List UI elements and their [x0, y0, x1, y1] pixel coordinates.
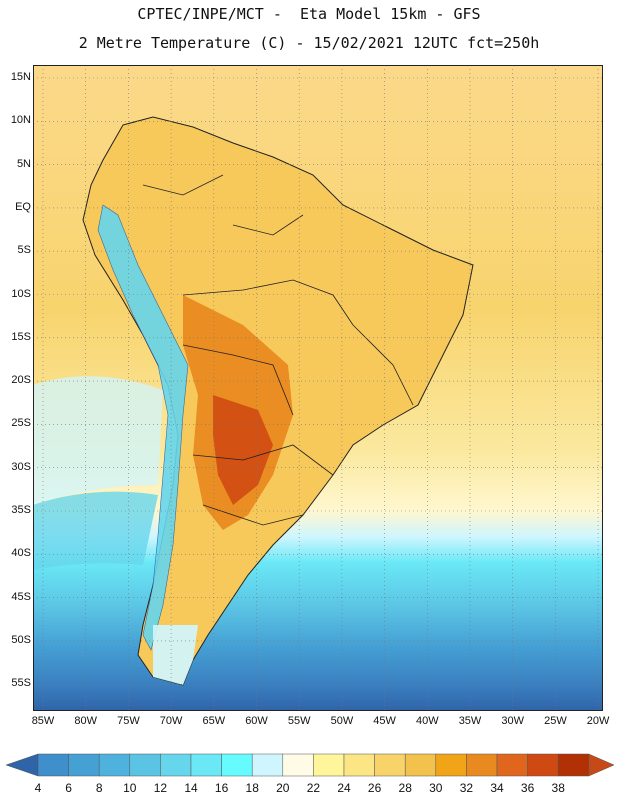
lat-label: EQ: [15, 200, 31, 213]
colorbar-tick-label: 32: [460, 781, 474, 795]
colorbar-segment: [129, 753, 161, 777]
lon-label: 60W: [245, 715, 268, 727]
lat-label: 50S: [11, 633, 31, 646]
lat-label: 55S: [11, 677, 31, 690]
colorbar-tick-label: 8: [96, 781, 103, 795]
country-borders: [142, 174, 414, 526]
lon-label: 45W: [373, 715, 396, 727]
lon-label: 55W: [287, 715, 311, 727]
temperature-colorbar: 4 6 8 10 12 14 16 18 20 22 24 26 28 30 32 34 36 38: [5, 753, 615, 795]
lat-label: 20S: [11, 374, 31, 387]
colorbar-segment: [98, 753, 131, 777]
lon-label: 30W: [501, 715, 524, 727]
map-frame: [33, 65, 603, 711]
colorbar-segment: [251, 753, 284, 777]
lon-label: 75W: [117, 715, 140, 727]
colorbar-tick-label: 6: [65, 781, 72, 795]
colorbar-segment: [190, 753, 222, 777]
colorbar-tick-label: 4: [35, 781, 42, 795]
temperature-map: [33, 65, 603, 711]
lat-label: 5S: [17, 244, 31, 257]
colorbar-tick-label: 24: [337, 781, 351, 795]
colorbar-segment: [435, 753, 467, 777]
lon-label: 50W: [330, 715, 354, 727]
lat-label: 15S: [11, 330, 31, 343]
hottest-region: [213, 395, 273, 505]
lon-label: 25W: [544, 715, 567, 727]
colorbar-tick-label: 18: [246, 781, 260, 795]
lat-label: 10S: [11, 287, 31, 300]
lon-label: 80W: [74, 715, 97, 727]
pacific-cold-band: [33, 491, 158, 570]
colorbar-segment: [466, 753, 498, 777]
colorbar-tick-label: 28: [399, 781, 413, 795]
chart-title: CPTEC/INPE/MCT - Eta Model 15km - GFS: [137, 5, 481, 23]
colorbar-left-arrow: [5, 753, 39, 777]
lon-label: 40W: [415, 715, 439, 727]
lat-label: 35S: [11, 504, 31, 516]
colorbar-tick-label: 14: [184, 781, 198, 795]
colorbar-tick-label: 22: [307, 781, 321, 795]
colorbar-segment: [496, 753, 528, 777]
lat-label: 10N: [10, 114, 31, 127]
graticule: [33, 65, 603, 711]
colorbar-segment: [221, 753, 253, 777]
colorbar-segment: [313, 753, 345, 777]
lon-label: 20W: [586, 715, 610, 727]
colorbar-tick-label: 16: [215, 781, 229, 795]
colorbar-segment: [37, 753, 69, 777]
colorbar-segment: [557, 753, 590, 777]
pacific-cool-band: [33, 376, 163, 505]
lon-label: 85W: [31, 715, 55, 727]
colorbar-segment: [282, 753, 314, 777]
lat-label: 30S: [11, 460, 31, 473]
lat-label: 45S: [11, 590, 31, 603]
lon-label: 70W: [159, 715, 183, 727]
lat-label: 25S: [11, 417, 31, 430]
colorbar-segment: [68, 753, 100, 777]
lon-label: 35W: [458, 715, 482, 727]
andes-cold-strip: [97, 204, 189, 651]
colorbar-tick-label: 36: [521, 781, 535, 795]
lat-label: 15N: [10, 71, 31, 83]
lat-label: 40S: [11, 547, 31, 560]
colorbar-tick-label: 38: [552, 781, 566, 795]
colorbar-tick-label: 26: [368, 781, 382, 795]
colorbar-tick-label: 20: [276, 781, 290, 795]
lat-label: 5N: [16, 157, 31, 170]
colorbar-segment: [343, 753, 375, 777]
colorbar-segment: [160, 753, 192, 777]
colorbar-segment: [527, 753, 559, 777]
colorbar-right-arrow: [588, 753, 615, 777]
chart-subtitle: 2 Metre Temperature (C) - 15/02/2021 12U…: [78, 34, 540, 52]
colorbar-tick-label: 34: [490, 781, 504, 795]
colorbar-segment: [374, 753, 406, 777]
colorbar-tick-label: 30: [429, 781, 443, 795]
patagonia-cool: [153, 625, 198, 685]
colorbar-tick-label: 10: [123, 781, 137, 795]
colorbar-tick-label: 12: [154, 781, 168, 795]
lon-label: 65W: [202, 715, 226, 727]
colorbar-segment: [404, 753, 437, 777]
